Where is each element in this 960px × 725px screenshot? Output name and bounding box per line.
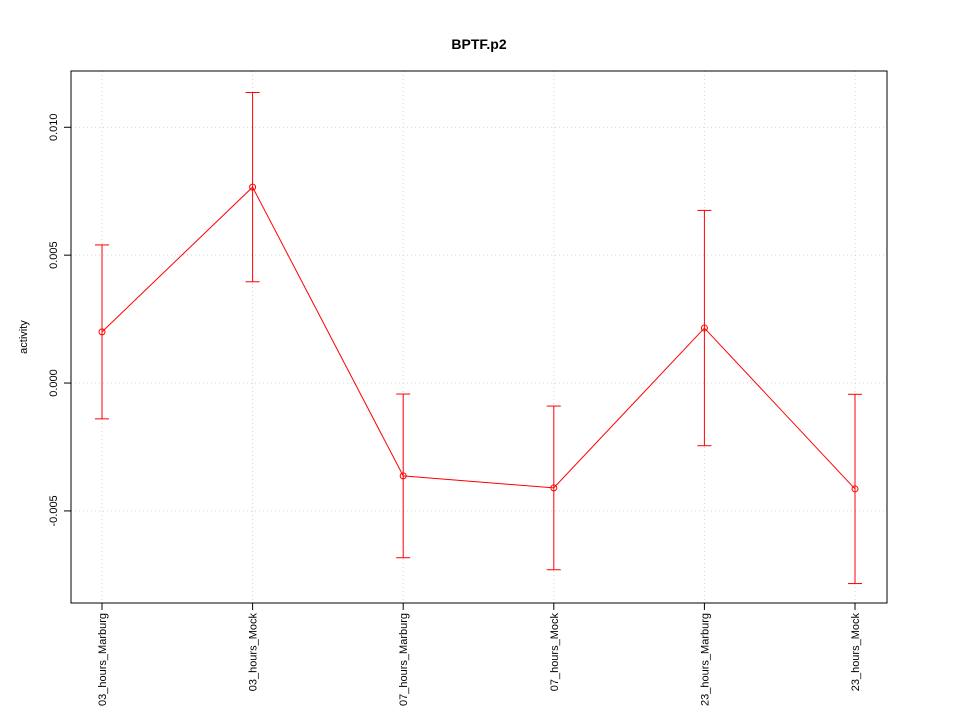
error-bar	[546, 405, 561, 571]
x-tick-label: 03_hours_Mock	[248, 613, 260, 692]
error-bar	[697, 209, 712, 447]
y-tick-label: -0.005	[48, 495, 60, 526]
data-point	[851, 485, 859, 493]
data-point	[399, 472, 407, 480]
x-tick-label: 23_hours_Marburg	[699, 613, 711, 706]
error-bar	[245, 91, 260, 283]
data-line	[101, 186, 856, 490]
data-point	[98, 328, 106, 336]
data-point	[249, 183, 257, 191]
x-tick-label: 07_hours_Marburg	[398, 613, 410, 706]
x-tick-label: 23_hours_Mock	[850, 613, 862, 692]
x-tick-label: 03_hours_Marburg	[97, 613, 109, 706]
data-point	[550, 484, 558, 492]
error-bar	[848, 393, 862, 585]
y-tick-label: 0.010	[48, 114, 60, 142]
y-axis-label: activity	[18, 320, 30, 354]
chart-title: BPTF.p2	[451, 36, 506, 52]
y-tick-label: 0.005	[48, 241, 60, 269]
error-bar	[95, 244, 109, 420]
y-tick-label: 0.000	[48, 369, 60, 397]
plot-frame	[70, 70, 888, 604]
data-point	[700, 324, 708, 332]
x-tick-label: 07_hours_Mock	[549, 613, 561, 692]
error-bar	[396, 393, 411, 559]
